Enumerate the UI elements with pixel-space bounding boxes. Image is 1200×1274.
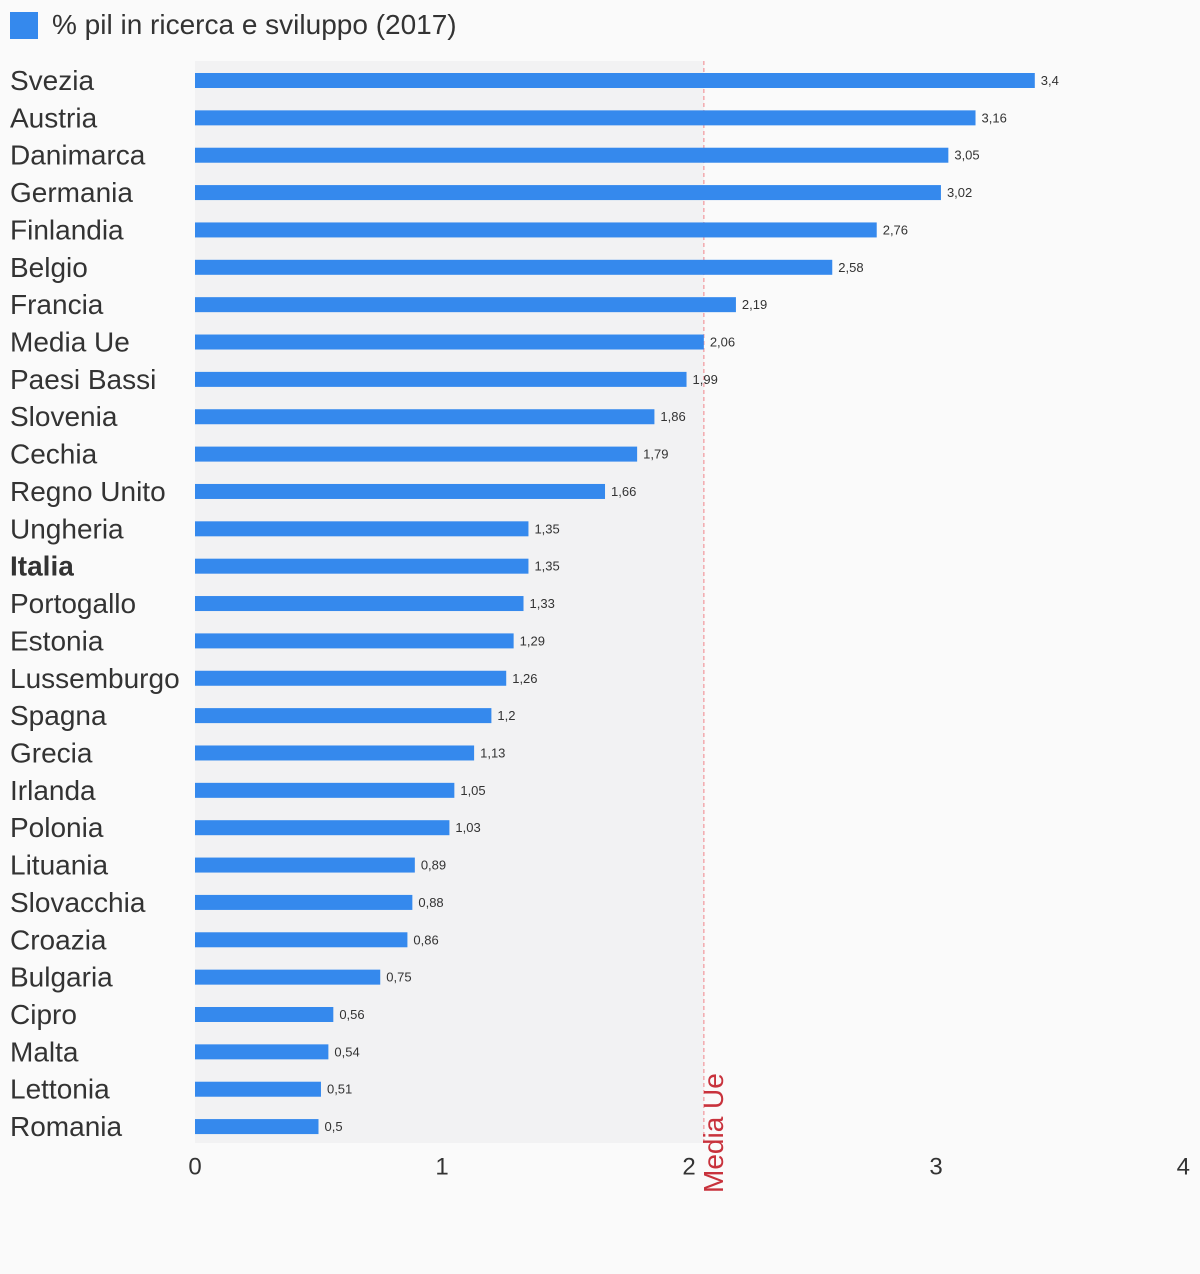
value-label: 1,86 bbox=[660, 409, 685, 424]
category-label: Malta bbox=[10, 1036, 79, 1067]
value-label: 0,86 bbox=[413, 932, 438, 947]
value-label: 1,03 bbox=[455, 820, 480, 835]
bar bbox=[195, 409, 655, 425]
value-label: 1,26 bbox=[512, 671, 537, 686]
category-label: Regno Unito bbox=[10, 476, 166, 507]
value-label: 3,02 bbox=[947, 185, 972, 200]
value-label: 1,35 bbox=[534, 521, 559, 536]
bar bbox=[195, 297, 736, 313]
x-tick-label: 2 bbox=[682, 1154, 695, 1181]
category-label: Francia bbox=[10, 289, 104, 320]
bar bbox=[195, 969, 381, 985]
category-label: Belgio bbox=[10, 252, 88, 283]
category-label: Spagna bbox=[10, 700, 107, 731]
bar bbox=[195, 371, 687, 387]
category-label: Italia bbox=[10, 551, 74, 582]
category-label: Danimarca bbox=[10, 140, 146, 171]
bar bbox=[195, 185, 941, 201]
value-label: 3,16 bbox=[982, 110, 1007, 125]
x-tick-label: 1 bbox=[435, 1154, 448, 1181]
category-label: Finlandia bbox=[10, 214, 124, 245]
category-label: Polonia bbox=[10, 812, 104, 843]
value-label: 0,5 bbox=[325, 1119, 343, 1134]
bar bbox=[195, 1119, 319, 1135]
value-label: 1,79 bbox=[643, 447, 668, 462]
bar bbox=[195, 670, 507, 686]
value-label: 1,35 bbox=[534, 559, 559, 574]
bar bbox=[195, 259, 833, 275]
value-label: 0,89 bbox=[421, 858, 446, 873]
category-label: Svezia bbox=[10, 65, 94, 96]
category-label: Romania bbox=[10, 1111, 122, 1142]
reference-line-label: Media Ue bbox=[698, 1073, 729, 1193]
category-label: Lituania bbox=[10, 850, 109, 881]
x-tick-label: 3 bbox=[929, 1154, 942, 1181]
bar bbox=[195, 483, 606, 499]
value-label: 0,75 bbox=[386, 970, 411, 985]
category-label: Media Ue bbox=[10, 327, 130, 358]
category-label: Irlanda bbox=[10, 775, 96, 806]
category-label: Portogallo bbox=[10, 588, 136, 619]
category-label: Cechia bbox=[10, 439, 98, 470]
value-label: 1,99 bbox=[693, 372, 718, 387]
category-label: Croazia bbox=[10, 924, 107, 955]
category-label: Paesi Bassi bbox=[10, 364, 156, 395]
bar bbox=[195, 334, 704, 350]
bar bbox=[195, 782, 455, 798]
category-label: Slovenia bbox=[10, 401, 118, 432]
category-label: Grecia bbox=[10, 737, 93, 768]
value-label: 3,4 bbox=[1041, 73, 1059, 88]
value-label: 1,66 bbox=[611, 484, 636, 499]
value-label: 0,54 bbox=[334, 1044, 359, 1059]
value-label: 0,51 bbox=[327, 1082, 352, 1097]
legend-swatch bbox=[10, 11, 38, 39]
bar bbox=[195, 596, 524, 612]
value-label: 2,19 bbox=[742, 297, 767, 312]
bar bbox=[195, 1044, 329, 1060]
value-label: 2,06 bbox=[710, 335, 735, 350]
bar bbox=[195, 446, 638, 462]
value-label: 1,2 bbox=[497, 708, 515, 723]
value-label: 2,76 bbox=[883, 222, 908, 237]
bar bbox=[195, 222, 877, 238]
category-label: Austria bbox=[10, 102, 98, 133]
value-label: 2,58 bbox=[838, 260, 863, 275]
category-label: Lussemburgo bbox=[10, 663, 180, 694]
value-label: 0,56 bbox=[339, 1007, 364, 1022]
bar bbox=[195, 932, 408, 948]
bar bbox=[195, 521, 529, 537]
category-label: Slovacchia bbox=[10, 887, 146, 918]
bar bbox=[195, 1081, 321, 1097]
value-label: 3,05 bbox=[954, 148, 979, 163]
bar bbox=[195, 73, 1035, 88]
x-tick-label: 4 bbox=[1177, 1154, 1190, 1181]
category-label: Bulgaria bbox=[10, 962, 113, 993]
bar bbox=[195, 110, 976, 126]
category-label: Estonia bbox=[10, 625, 104, 656]
bar bbox=[195, 633, 514, 649]
category-label: Germania bbox=[10, 177, 133, 208]
value-label: 1,33 bbox=[530, 596, 555, 611]
bar bbox=[195, 558, 529, 574]
bar bbox=[195, 820, 450, 836]
bar bbox=[195, 708, 492, 724]
bar bbox=[195, 745, 475, 761]
category-label: Cipro bbox=[10, 999, 77, 1030]
chart-legend: % pil in ricerca e sviluppo (2017) bbox=[10, 9, 457, 40]
bar bbox=[195, 1007, 334, 1022]
bar bbox=[195, 894, 413, 910]
bar bbox=[195, 857, 415, 873]
legend-label: % pil in ricerca e sviluppo (2017) bbox=[52, 9, 457, 40]
category-label: Lettonia bbox=[10, 1074, 110, 1105]
value-label: 0,88 bbox=[418, 895, 443, 910]
category-label: Ungheria bbox=[10, 513, 124, 544]
value-label: 1,13 bbox=[480, 745, 505, 760]
value-label: 1,05 bbox=[460, 783, 485, 798]
x-tick-label: 0 bbox=[188, 1154, 201, 1181]
bar bbox=[195, 147, 949, 163]
value-label: 1,29 bbox=[520, 633, 545, 648]
